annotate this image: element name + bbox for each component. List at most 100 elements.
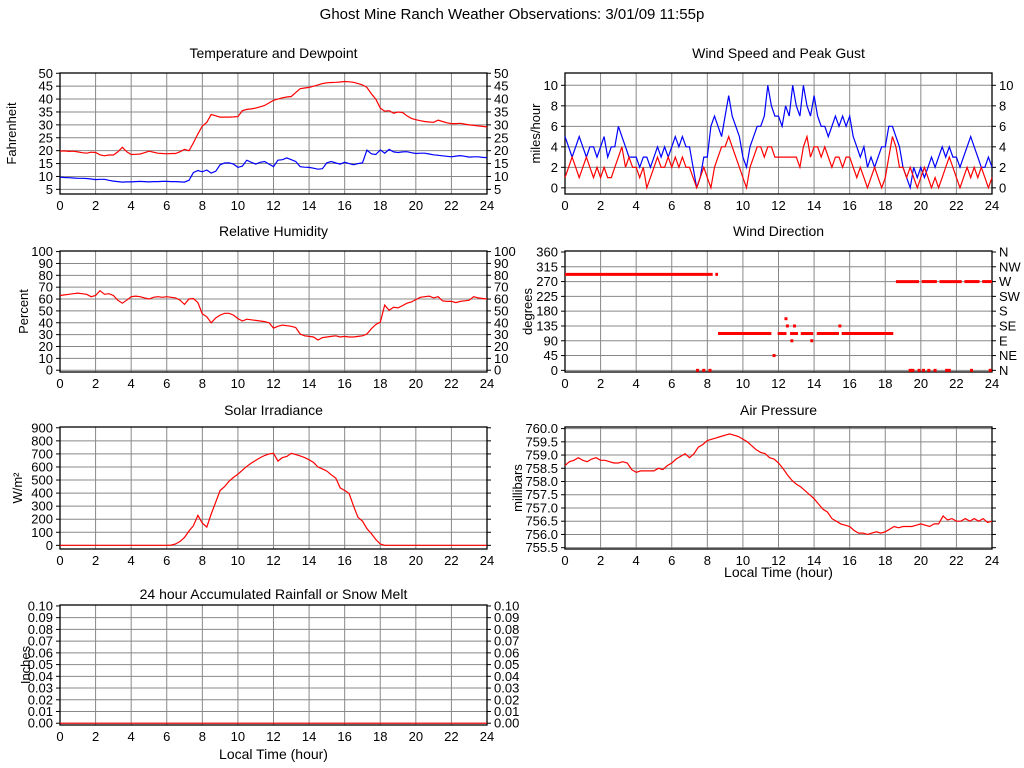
x-tick-label: 6 [668,553,675,568]
y-tick-label-right: NE [999,348,1017,363]
x-tick-label: 12 [266,729,280,744]
y-tick-label-right: 80 [494,268,508,283]
x-tick-label: 16 [842,376,856,391]
y-tick-label: 757.0 [525,500,558,515]
x-tick-label: 20 [914,553,928,568]
y-tick-label-right: 10 [494,351,508,366]
y-tick-label: 80 [39,268,53,283]
chart-title: Wind Direction [733,223,824,239]
y-tick-label: 180 [536,304,558,319]
x-tick-label: 4 [633,198,640,213]
x-tick-label: 14 [807,376,821,391]
y-tick-label-right: 20 [494,339,508,354]
y-tick-label: 0.05 [28,657,53,672]
y-tick-label: 45 [544,348,558,363]
x-tick-label: 22 [949,376,963,391]
y-tick-label-right: 0.02 [494,692,519,707]
y-tick-label: 60 [39,292,53,307]
series-temperature [59,80,488,157]
y-tick-label: 2 [551,160,558,175]
y-tick-label-right: 0.03 [494,681,519,696]
x-tick-label: 20 [914,376,928,391]
plot-frame [564,426,993,550]
y-tick-label: 500 [31,473,53,488]
y-tick-label-right: 0.01 [494,704,519,719]
y-tick-label: 400 [31,486,53,501]
y-tick-label: 30 [39,117,53,132]
y-tick-label-right: 0.07 [494,634,519,649]
series-peak-gust [564,85,993,191]
x-tick-label: 24 [985,553,999,568]
x-tick-label: 8 [199,553,206,568]
x-tick-label: 14 [807,553,821,568]
y-tick-label: 300 [31,499,53,514]
y-tick-label-right: S [999,304,1008,319]
x-tick-label: 18 [878,376,892,391]
x-tick-label: 6 [163,553,170,568]
y-tick-label-right: 10 [494,169,508,184]
y-tick-label-right: 25 [494,130,508,145]
x-tick-label: 8 [199,376,206,391]
page-title: Ghost Mine Ranch Weather Observations: 3… [319,6,705,23]
x-tick-label: 14 [302,376,316,391]
y-tick-label: 0 [551,363,558,378]
x-tick-label: 2 [92,376,99,391]
series-wind-speed [564,134,993,191]
x-tick-label: 6 [668,376,675,391]
x-tick-label: 16 [842,198,856,213]
plot-frame [59,426,488,550]
y-tick-label: 0.00 [28,716,53,731]
x-tick-label: 16 [842,553,856,568]
x-tick-label: 6 [163,198,170,213]
y-tick-label: 10 [544,78,558,93]
y-tick-label: 25 [39,130,53,145]
chart-title: Temperature and Dewpoint [189,45,357,61]
x-tick-label: 2 [597,376,604,391]
y-tick-label: 15 [39,156,53,171]
y-tick-label: 0.06 [28,645,53,660]
x-tick-label: 24 [480,376,494,391]
y-tick-label: 225 [536,289,558,304]
y-tick-label: 700 [31,446,53,461]
y-tick-label: 757.5 [525,487,558,502]
y-tick-label: 90 [39,256,53,271]
x-tick-label: 12 [266,198,280,213]
y-tick-label: 760.0 [525,421,558,436]
y-axis-label: Fahrenheit [4,102,19,165]
y-tick-label: 20 [39,339,53,354]
y-tick-label-right: 8 [999,98,1006,113]
y-tick-label: 0 [46,538,53,553]
x-tick-label: 14 [302,198,316,213]
y-tick-label-right: N [999,244,1008,259]
x-tick-label: 2 [597,198,604,213]
x-tick-label: 6 [163,376,170,391]
y-tick-label: 4 [551,139,558,154]
y-tick-label: 0 [46,363,53,378]
x-tick-label: 8 [199,198,206,213]
y-tick-label: 45 [39,79,53,94]
plot-frame [564,72,993,195]
plot-frame [564,250,993,373]
y-tick-label-right: 0.08 [494,622,519,637]
x-tick-label: 18 [373,729,387,744]
x-tick-label: 0 [561,376,568,391]
y-axis-label: Percent [16,289,31,334]
x-tick-label: 16 [337,553,351,568]
x-tick-label: 4 [128,729,135,744]
y-tick-label: 0.10 [28,598,53,613]
x-tick-label: 2 [92,729,99,744]
y-tick-label-right: 0.06 [494,645,519,660]
y-tick-label: 756.5 [525,514,558,529]
y-tick-label: 758.5 [525,461,558,476]
x-tick-label: 20 [409,553,423,568]
y-tick-label-right: 70 [494,280,508,295]
y-tick-label: 0.09 [28,610,53,625]
x-tick-label: 24 [985,198,999,213]
y-tick-label: 6 [551,119,558,134]
y-tick-label-right: NW [999,259,1021,274]
y-tick-label: 900 [31,420,53,435]
